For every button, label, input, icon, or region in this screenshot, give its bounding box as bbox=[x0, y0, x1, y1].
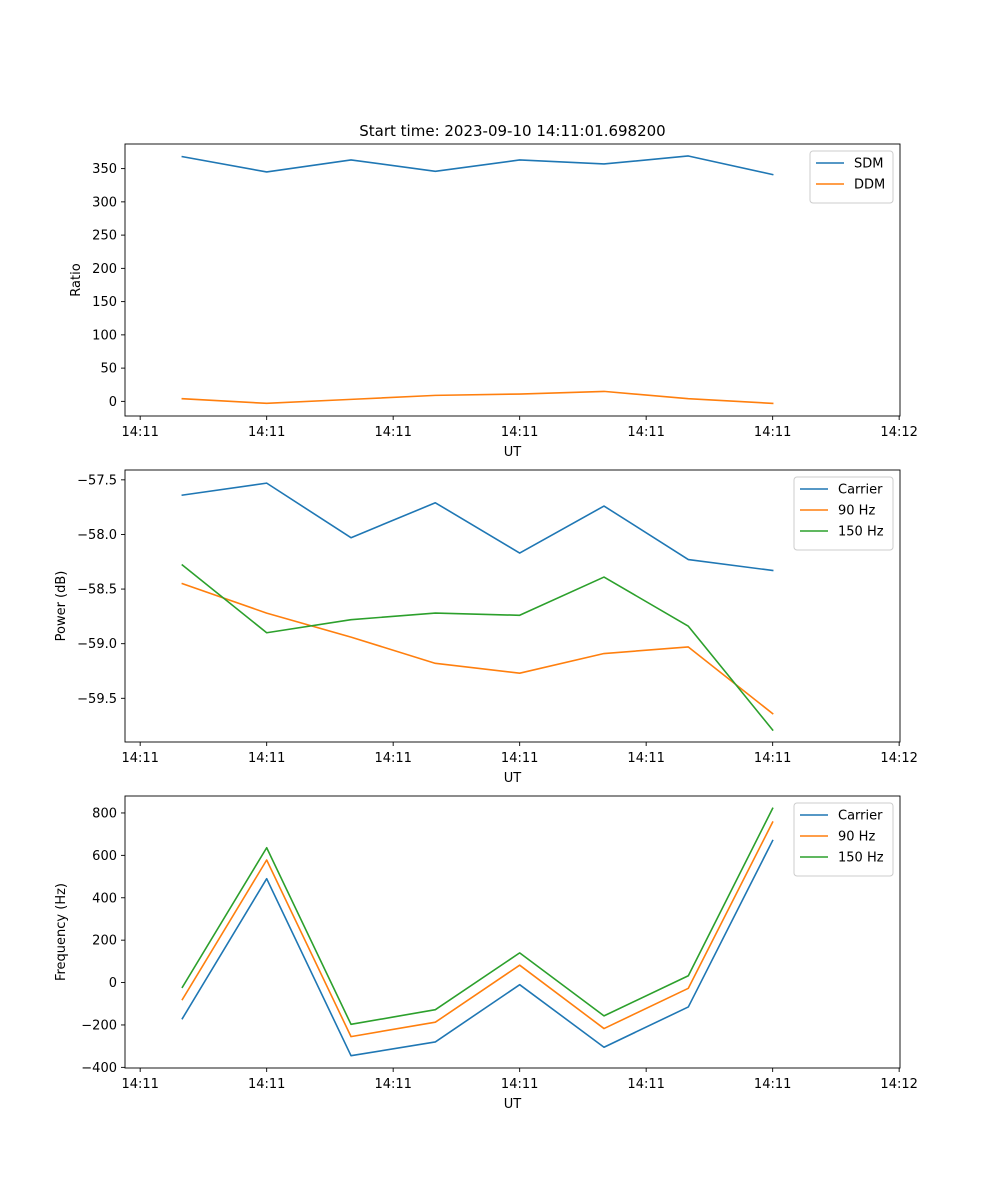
x-axis-label: UT bbox=[504, 771, 522, 786]
y-tick-label: 50 bbox=[100, 362, 117, 377]
x-tick-label: 14:12 bbox=[880, 425, 917, 440]
x-tick-label: 14:11 bbox=[248, 425, 285, 440]
x-tick-label: 14:11 bbox=[754, 751, 791, 766]
x-axis-label: UT bbox=[504, 1097, 522, 1112]
x-tick-label: 14:11 bbox=[501, 425, 538, 440]
axes-frame bbox=[124, 795, 901, 1069]
y-tick-label: 250 bbox=[92, 229, 117, 244]
subplots: 14:11 14:11 14:11 14:11 14:11 14:11 14:12 0 50 10… bbox=[54, 122, 918, 1112]
y-tick-label: 0 bbox=[109, 976, 117, 991]
x-axis-label: UT bbox=[504, 445, 522, 460]
x-tick-label: 14:11 bbox=[501, 751, 538, 766]
legend-label: Carrier bbox=[838, 483, 883, 498]
legend-label: 150 Hz bbox=[838, 525, 884, 540]
y-tick-label: 400 bbox=[92, 891, 117, 906]
y-tick-label: 100 bbox=[92, 328, 117, 343]
y-tick-label: 300 bbox=[92, 195, 117, 210]
y-tick-label: 0 bbox=[109, 395, 117, 410]
x-tick-label: 14:12 bbox=[880, 751, 917, 766]
subplot-1: 14:11 14:11 14:11 14:11 14:11 14:11 14:12 0 50 10… bbox=[69, 122, 918, 460]
y-tick-label: −59.5 bbox=[77, 692, 117, 707]
y-axis-label: Ratio bbox=[69, 263, 84, 296]
x-tick-label: 14:11 bbox=[374, 425, 411, 440]
subplot-2: 14:11 14:11 14:11 14:11 14:11 14:11 14:12 −59.5… bbox=[54, 469, 918, 786]
legend: SDM DDM bbox=[809, 150, 894, 204]
x-tick-label: 14:11 bbox=[627, 1077, 664, 1092]
legend-label: 90 Hz bbox=[838, 830, 875, 845]
y-tick-label: −59.0 bbox=[77, 637, 117, 652]
legend-label: 90 Hz bbox=[838, 504, 875, 519]
series-line-carrier bbox=[181, 482, 774, 572]
y-tick-label: 150 bbox=[92, 295, 117, 310]
y-tick-label: 350 bbox=[92, 162, 117, 177]
x-tick-label: 14:11 bbox=[754, 425, 791, 440]
y-tick-label: 800 bbox=[92, 806, 117, 821]
series-line-ddm bbox=[181, 390, 774, 405]
legend: Carrier 90 Hz 150 Hz bbox=[793, 802, 894, 877]
y-tick-label: −200 bbox=[81, 1018, 117, 1033]
legend: Carrier 90 Hz 150 Hz bbox=[793, 476, 894, 551]
x-tick-label: 14:11 bbox=[121, 425, 158, 440]
y-axis-label: Frequency (Hz) bbox=[54, 883, 69, 981]
series-line-carrier bbox=[181, 839, 774, 1057]
y-tick-label: 200 bbox=[92, 934, 117, 949]
series-line-90-hz bbox=[181, 582, 774, 715]
series-line-150-hz bbox=[181, 563, 774, 732]
y-tick-label: −57.5 bbox=[77, 473, 117, 488]
legend-label: 150 Hz bbox=[838, 851, 884, 866]
x-tick-label: 14:11 bbox=[248, 1077, 285, 1092]
y-tick-label: −58.0 bbox=[77, 528, 117, 543]
y-axis-label: Power (dB) bbox=[54, 571, 69, 642]
legend-label: Carrier bbox=[838, 809, 883, 824]
subplot-3: 14:11 14:11 14:11 14:11 14:11 14:11 14:12 −400 −… bbox=[54, 795, 918, 1112]
y-tick-label: −58.5 bbox=[77, 583, 117, 598]
legend-label: DDM bbox=[854, 178, 885, 193]
x-tick-label: 14:11 bbox=[627, 425, 664, 440]
x-tick-label: 14:11 bbox=[374, 1077, 411, 1092]
series-line-90-hz bbox=[181, 821, 774, 1038]
x-tick-label: 14:11 bbox=[627, 751, 664, 766]
chart-title: Start time: 2023-09-10 14:11:01.698200 bbox=[359, 122, 665, 140]
x-tick-label: 14:11 bbox=[121, 751, 158, 766]
legend-label: SDM bbox=[854, 157, 883, 172]
x-tick-label: 14:11 bbox=[754, 1077, 791, 1092]
x-tick-label: 14:11 bbox=[374, 751, 411, 766]
x-tick-label: 14:11 bbox=[121, 1077, 158, 1092]
x-tick-label: 14:11 bbox=[248, 751, 285, 766]
x-tick-label: 14:12 bbox=[880, 1077, 917, 1092]
legend-box bbox=[809, 150, 894, 204]
x-tick-label: 14:11 bbox=[501, 1077, 538, 1092]
axes-frame bbox=[124, 469, 901, 743]
series-line-150-hz bbox=[181, 807, 774, 1026]
y-tick-label: 200 bbox=[92, 262, 117, 277]
series-line-sdm bbox=[181, 155, 774, 176]
y-tick-label: 600 bbox=[92, 849, 117, 864]
y-tick-label: −400 bbox=[81, 1061, 117, 1076]
axes-frame bbox=[124, 143, 901, 417]
